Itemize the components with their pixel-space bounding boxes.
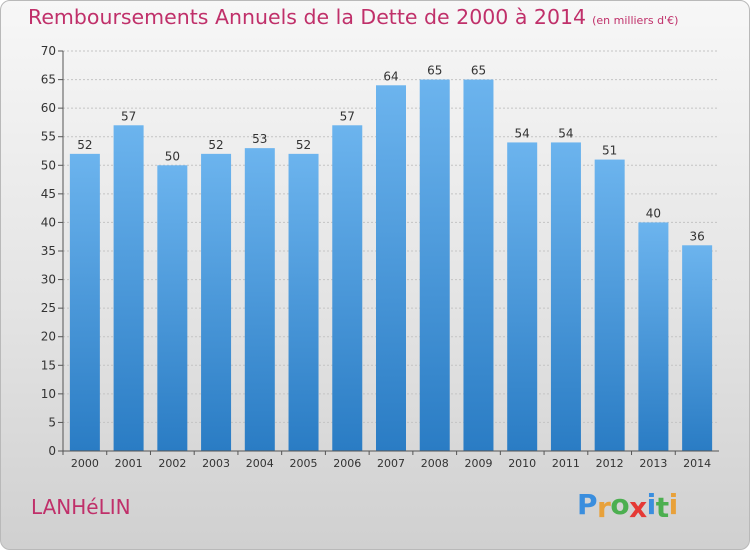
bar (69, 153, 100, 451)
x-tick-label: 2007 (377, 457, 405, 470)
x-tick-label: 2010 (508, 457, 536, 470)
x-tick-label: 2009 (464, 457, 492, 470)
y-tick-label: 60 (41, 101, 56, 115)
bar (157, 165, 188, 452)
bar (288, 153, 319, 451)
y-tick-label: 55 (41, 130, 56, 144)
data-label: 52 (296, 138, 311, 152)
data-label: 50 (165, 149, 180, 163)
x-tick-label: 2000 (71, 457, 99, 470)
data-label: 52 (208, 138, 223, 152)
y-tick-label: 45 (41, 187, 56, 201)
bar (682, 245, 713, 451)
bar (332, 125, 363, 452)
data-label: 51 (602, 144, 617, 158)
bar (594, 159, 625, 452)
y-tick-label: 65 (41, 73, 56, 87)
y-tick-label: 0 (48, 444, 56, 458)
logo-letter: x (629, 491, 647, 524)
logo-letter: P (577, 488, 598, 521)
x-tick-label: 2001 (115, 457, 143, 470)
data-label: 54 (558, 126, 573, 140)
y-tick-label: 70 (41, 44, 56, 58)
data-label: 57 (121, 109, 136, 123)
logo-letter: o (610, 488, 630, 521)
commune-name: LANHéLIN (31, 495, 131, 519)
y-tick-labels: 0 5 10 15 20 25 30 35 40 45 50 55 60 65 70 (41, 44, 56, 458)
x-tick-label: 2013 (639, 457, 667, 470)
data-label: 36 (689, 229, 704, 243)
chart-title: Remboursements Annuels de la Dette de 20… (28, 5, 679, 29)
y-tick-label: 35 (41, 244, 56, 258)
data-label: 52 (77, 138, 92, 152)
x-tick-label: 2006 (333, 457, 361, 470)
logo-letter: t (655, 491, 669, 524)
bar (550, 142, 581, 451)
logo-letter: i (668, 488, 679, 521)
axes (62, 51, 719, 455)
y-tick-label: 5 (48, 415, 56, 429)
y-tick-label: 20 (41, 330, 56, 344)
bars (69, 79, 713, 452)
y-tick-label: 50 (41, 158, 56, 172)
data-label: 65 (471, 64, 486, 78)
bar (244, 148, 275, 451)
bar (113, 125, 144, 452)
bar (463, 79, 494, 452)
data-labels: 52 57 50 52 53 52 57 64 65 65 54 54 51 40 36 (77, 64, 705, 244)
data-label: 54 (515, 126, 530, 140)
data-label: 64 (383, 69, 398, 83)
bar (376, 85, 406, 452)
y-tick-label: 30 (41, 273, 56, 287)
bar (507, 142, 538, 451)
y-tick-label: 15 (41, 358, 56, 372)
x-tick-labels: 2000 2001 2002 2003 2004 2005 2006 2007 2008 2009… (71, 457, 711, 470)
bar (638, 222, 669, 451)
x-tick-label: 2008 (421, 457, 449, 470)
logo-letter: r (597, 491, 611, 524)
x-tick-label: 2011 (552, 457, 580, 470)
x-tick-label: 2005 (290, 457, 318, 470)
x-tick-label: 2004 (246, 457, 274, 470)
data-label: 53 (252, 132, 267, 146)
y-tick-label: 40 (41, 215, 56, 229)
data-label: 40 (646, 206, 661, 220)
y-tick-label: 25 (41, 301, 56, 315)
y-tick-label: 10 (41, 387, 56, 401)
logo-letter: i (646, 488, 657, 521)
x-tick-label: 2012 (596, 457, 624, 470)
x-tick-label: 2014 (683, 457, 711, 470)
proxiti-logo: Proxiti (577, 488, 679, 524)
x-tick-label: 2002 (158, 457, 186, 470)
data-label: 57 (340, 109, 355, 123)
data-label: 65 (427, 64, 442, 78)
bar (419, 79, 450, 452)
bar (201, 153, 232, 451)
chart-subtitle: (en milliers d'€) (592, 14, 679, 27)
x-tick-label: 2003 (202, 457, 230, 470)
